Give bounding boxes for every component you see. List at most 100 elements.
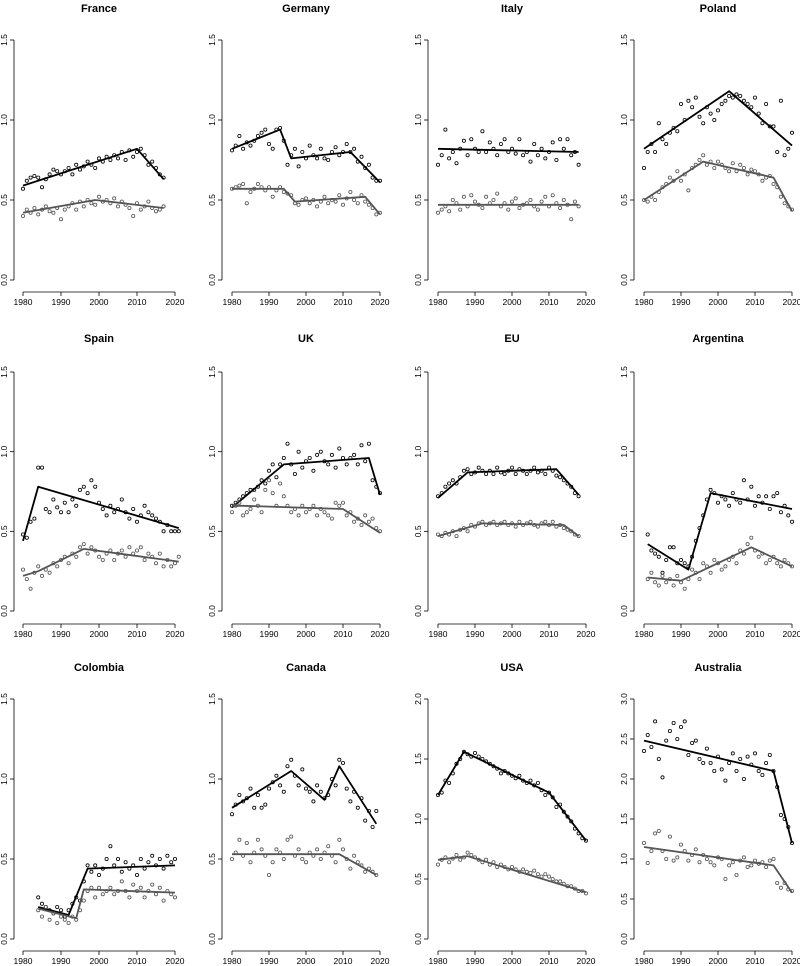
data-point-upper <box>786 513 791 518</box>
y-tick-label: 0.5 <box>0 853 9 865</box>
data-point-lower <box>248 506 253 511</box>
data-point-lower <box>656 583 661 588</box>
data-point-lower <box>74 207 79 212</box>
panel-title: Argentina <box>692 333 744 345</box>
data-point-lower <box>112 892 117 897</box>
x-tick-label: 1980 <box>14 297 33 307</box>
data-point-upper <box>315 452 320 457</box>
data-point-lower <box>782 558 787 563</box>
data-point-lower <box>307 201 312 206</box>
data-point-upper <box>138 857 143 862</box>
data-point-upper <box>495 465 500 470</box>
data-point-upper <box>778 510 783 515</box>
data-point-upper <box>55 905 60 910</box>
data-point-lower <box>78 545 83 550</box>
data-point-upper <box>142 503 147 508</box>
data-point-lower <box>775 881 780 886</box>
data-point-upper <box>734 769 739 774</box>
data-point-lower <box>778 564 783 569</box>
data-point-lower <box>767 558 772 563</box>
data-point-lower <box>255 837 260 842</box>
data-point-lower <box>363 869 368 874</box>
data-point-upper <box>484 471 489 476</box>
data-point-upper <box>363 459 368 464</box>
data-point-upper <box>565 137 570 142</box>
data-point-upper <box>289 757 294 762</box>
data-point-lower <box>701 561 706 566</box>
data-point-lower <box>97 554 102 559</box>
data-point-upper <box>47 172 52 177</box>
y-tick-label: 0.0 <box>0 274 9 286</box>
data-point-lower <box>447 209 452 214</box>
data-point-lower <box>270 860 275 865</box>
data-point-lower <box>303 510 308 515</box>
x-tick-label: 2020 <box>783 629 800 639</box>
data-point-upper <box>340 761 345 766</box>
data-point-upper <box>487 140 492 145</box>
data-point-upper <box>104 513 109 518</box>
data-point-lower <box>43 905 48 910</box>
data-point-upper <box>532 465 537 470</box>
data-point-lower <box>142 558 147 563</box>
data-point-lower <box>32 205 37 210</box>
data-point-upper <box>741 478 746 483</box>
data-point-upper <box>318 146 323 151</box>
data-point-upper <box>296 449 301 454</box>
y-tick-label: 1.0 <box>0 773 9 785</box>
data-point-lower <box>303 860 308 865</box>
data-point-upper <box>300 149 305 154</box>
x-tick-label: 1990 <box>672 629 691 639</box>
data-point-upper <box>767 124 772 129</box>
data-point-lower <box>340 847 345 852</box>
data-point-upper <box>756 494 761 499</box>
data-point-lower <box>484 194 489 199</box>
data-point-lower <box>326 513 331 518</box>
data-point-upper <box>32 516 37 521</box>
panel-title: Italy <box>501 3 524 15</box>
data-point-upper <box>465 153 470 158</box>
data-point-lower <box>36 564 41 569</box>
trend-line-upper <box>643 90 793 150</box>
data-point-lower <box>229 857 234 862</box>
data-point-lower <box>745 172 750 177</box>
data-point-upper <box>682 561 687 566</box>
data-point-upper <box>664 738 669 743</box>
data-point-upper <box>274 773 279 778</box>
data-point-lower <box>59 217 64 222</box>
y-tick-label: 2.0 <box>619 773 629 785</box>
data-point-lower <box>480 205 485 210</box>
data-point-upper <box>513 471 518 476</box>
data-point-upper <box>476 149 481 154</box>
trend-line-upper <box>231 457 381 509</box>
data-point-upper <box>738 94 743 99</box>
data-point-lower <box>100 558 105 563</box>
data-point-lower <box>767 858 772 863</box>
data-point-lower <box>528 519 533 524</box>
data-point-upper <box>352 452 357 457</box>
data-point-upper <box>745 102 750 107</box>
data-point-upper <box>498 771 503 776</box>
data-point-lower <box>756 554 761 559</box>
data-point-upper <box>495 153 500 158</box>
y-tick-label: 0.5 <box>207 853 217 865</box>
y-tick-label: 0.0 <box>619 933 629 945</box>
data-point-upper <box>326 157 331 162</box>
y-tick-label: 0.5 <box>619 194 629 206</box>
data-point-upper <box>296 164 301 169</box>
data-point-lower <box>311 503 316 508</box>
data-point-upper <box>472 751 477 756</box>
data-point-lower <box>322 510 327 515</box>
data-point-lower <box>85 551 90 556</box>
data-point-lower <box>675 855 680 860</box>
data-point-lower <box>539 199 544 204</box>
data-point-lower <box>712 558 717 563</box>
panel-title: France <box>81 3 117 15</box>
x-tick-label: 1980 <box>223 297 242 307</box>
data-point-upper <box>134 519 139 524</box>
data-point-upper <box>450 149 455 154</box>
data-point-upper <box>719 767 724 772</box>
data-point-lower <box>43 204 48 209</box>
data-point-upper <box>93 484 98 489</box>
data-point-upper <box>47 510 52 515</box>
data-point-lower <box>281 857 286 862</box>
